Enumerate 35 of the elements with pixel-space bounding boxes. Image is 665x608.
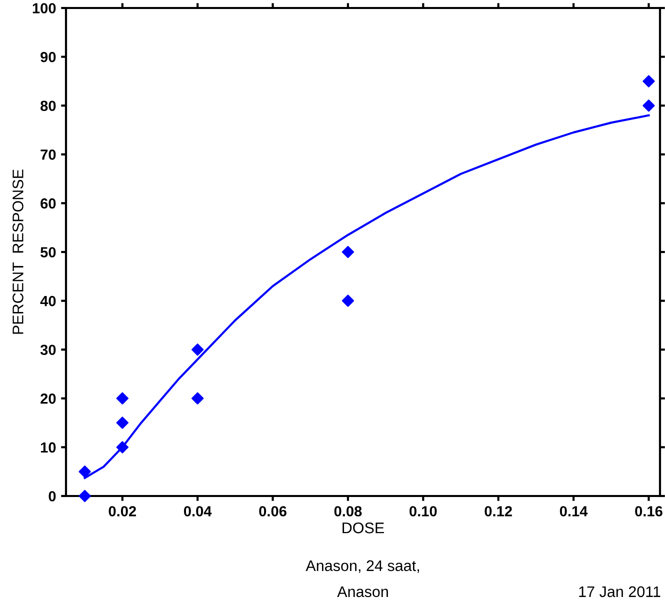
y-tick-label: 60: [40, 198, 56, 209]
point: [116, 392, 128, 404]
point: [192, 392, 204, 404]
point: [116, 416, 128, 429]
y-axis-title: PERCENT RESPONSE: [12, 170, 24, 334]
point: [342, 294, 354, 307]
y-tick-label: 50: [40, 247, 56, 258]
y-tick-label: 100: [32, 3, 56, 14]
text: Anason: [337, 586, 388, 598]
y-tick-label: 70: [40, 150, 56, 160]
point: [642, 75, 655, 88]
x-axis-title: DOSE: [342, 522, 384, 534]
y-tick-label: 0: [48, 491, 56, 502]
point: [642, 100, 655, 112]
y-tick-label: 40: [40, 296, 56, 306]
x-tick-label: 0.06: [259, 506, 286, 516]
y-tick-label: 10: [40, 442, 56, 453]
x-tick-label: 0.08: [334, 506, 362, 516]
x-tick-label: 0.04: [184, 506, 212, 516]
text: Anason, 24 saat,: [306, 560, 419, 573]
x-tick-label: 0.02: [108, 506, 136, 516]
y-tick-label: 80: [40, 100, 56, 112]
y-tick-label: 20: [40, 394, 56, 404]
point: [78, 490, 91, 502]
point: [192, 344, 204, 356]
point: [116, 441, 128, 454]
point: [342, 246, 354, 258]
x-tick-label: 0.12: [484, 506, 512, 516]
text: 17 Jan 2011: [579, 586, 660, 598]
x-tick-label: 0.16: [635, 506, 662, 516]
x-tick-label: 0.10: [410, 506, 437, 516]
point: [78, 466, 91, 478]
x-tick-label: 0.14: [560, 506, 588, 516]
y-tick-label: 90: [40, 52, 56, 62]
y-tick-label: 30: [40, 344, 56, 356]
